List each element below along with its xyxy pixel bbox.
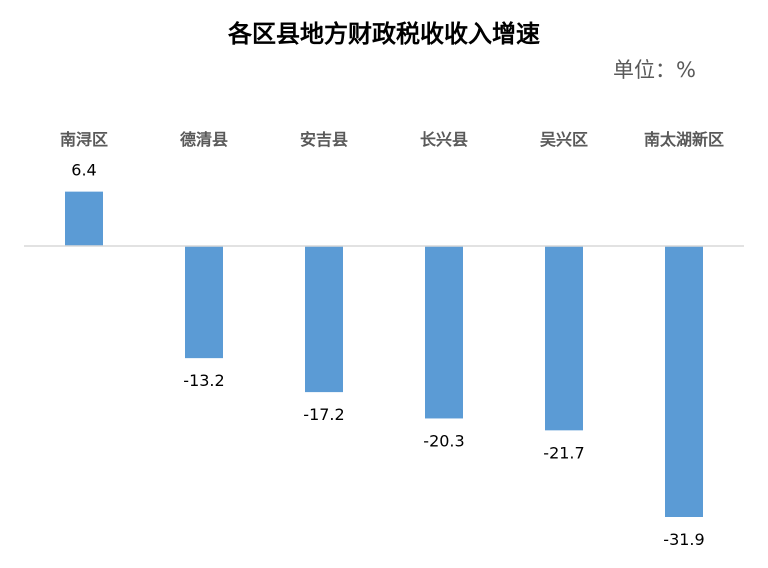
category-label: 长兴县 xyxy=(420,130,468,149)
value-label: -17.2 xyxy=(303,405,344,424)
bars xyxy=(65,191,703,517)
category-label: 吴兴区 xyxy=(540,130,588,149)
bar xyxy=(425,246,463,419)
value-label: -31.9 xyxy=(663,530,704,549)
category-label: 南太湖新区 xyxy=(644,130,724,149)
value-label: 6.4 xyxy=(71,161,96,180)
category-labels: 南浔区 德清县 安吉县 长兴县 吴兴区 南太湖新区 xyxy=(60,130,724,149)
value-labels: 6.4 -13.2 -17.2 -20.3 -21.7 -31.9 xyxy=(71,161,704,549)
bar xyxy=(545,246,583,431)
category-label: 安吉县 xyxy=(300,130,348,149)
value-label: -21.7 xyxy=(543,443,584,462)
bar xyxy=(305,246,343,393)
bar xyxy=(185,246,223,359)
value-label: -13.2 xyxy=(183,371,224,390)
category-label: 南浔区 xyxy=(60,130,108,149)
bar xyxy=(665,246,703,517)
chart-title: 各区县地方财政税收收入增速 xyxy=(228,20,540,48)
bar xyxy=(65,191,103,246)
value-label: -20.3 xyxy=(423,431,464,450)
category-label: 德清县 xyxy=(180,130,228,149)
unit-label: 单位：% xyxy=(613,58,696,82)
